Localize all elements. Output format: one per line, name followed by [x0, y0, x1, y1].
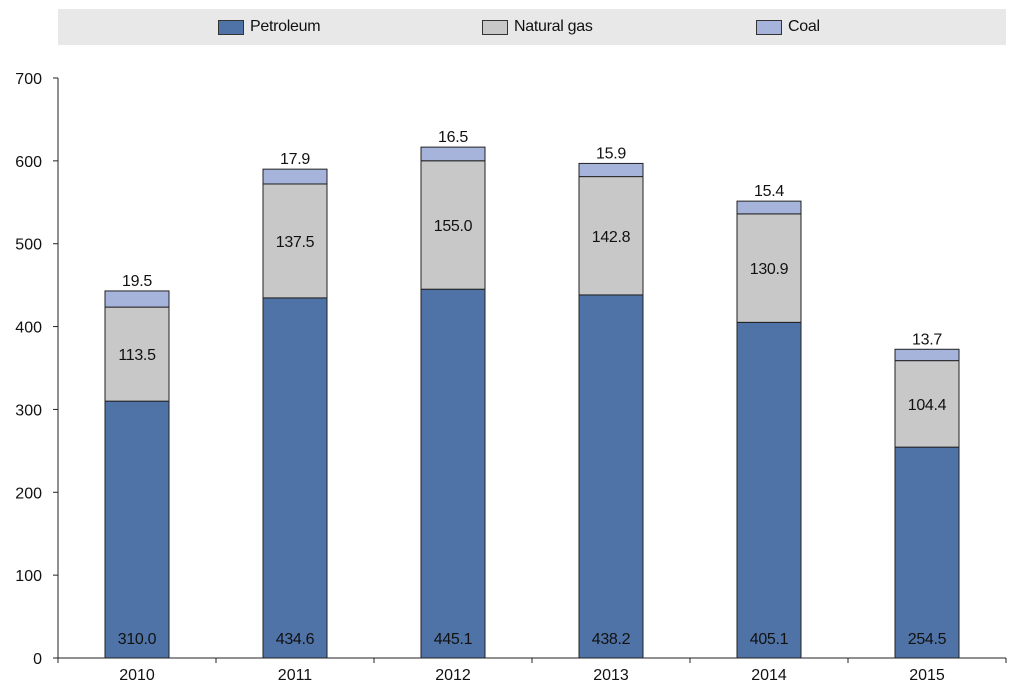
x-tick-label-2011: 2011 — [278, 667, 313, 684]
x-tick-label-2014: 2014 — [751, 667, 787, 684]
legend-swatch-coal — [756, 19, 782, 35]
bar-natural-gas-2011 — [262, 183, 328, 299]
y-tick-label-700: 700 — [15, 71, 42, 88]
data-label-natural-gas-2015: 104.4 — [908, 397, 947, 414]
y-tick-label-0: 0 — [33, 651, 42, 668]
axes-layer: 2010 2011 2012 2013 2014 2015 0 100 200 300 400 500… — [15, 71, 1007, 684]
bar-natural-gas-2015 — [894, 360, 960, 448]
bar-natural-gas-2010 — [104, 306, 170, 402]
data-label-coal-2010: 19.5 — [122, 273, 152, 290]
data-label-petroleum-2010: 310.0 — [118, 631, 157, 648]
y-tick-label-300: 300 — [15, 402, 42, 419]
x-tick-label-2015: 2015 — [909, 667, 945, 684]
data-label-petroleum-2015: 254.5 — [908, 631, 947, 648]
data-label-natural-gas-2014: 130.9 — [750, 261, 789, 278]
data-label-natural-gas-2011: 137.5 — [276, 234, 315, 251]
legend-item-petroleum: Petroleum — [218, 9, 321, 45]
data-label-coal-2012: 16.5 — [438, 129, 468, 146]
data-label-coal-2013: 15.9 — [596, 145, 626, 162]
bar-petroleum-2010 — [104, 400, 170, 659]
y-tick-label-200: 200 — [15, 485, 42, 502]
x-tick-label-2010: 2010 — [119, 667, 155, 684]
data-label-coal-2011: 17.9 — [280, 151, 310, 168]
data-label-petroleum-2014: 405.1 — [750, 631, 789, 648]
bar-petroleum-2014 — [736, 321, 802, 659]
bars-layer — [104, 146, 960, 659]
legend: Petroleum Natural gas Coal — [58, 9, 1006, 45]
bar-coal-2012 — [420, 146, 486, 162]
y-tick-label-100: 100 — [15, 568, 42, 585]
bar-coal-2010 — [104, 290, 170, 308]
data-label-petroleum-2013: 438.2 — [592, 631, 631, 648]
data-label-coal-2014: 15.4 — [754, 183, 784, 200]
bar-natural-gas-2013 — [578, 176, 644, 296]
bar-petroleum-2013 — [578, 294, 644, 659]
x-tick-label-2013: 2013 — [593, 667, 629, 684]
data-labels-layer: 310.0 113.5 19.5 434.6 137.5 17.9 445.1 155.0 16… — [118, 129, 947, 648]
data-label-coal-2015: 13.7 — [912, 331, 942, 348]
bar-coal-2014 — [736, 200, 802, 215]
bar-petroleum-2015 — [894, 446, 960, 659]
bar-coal-2013 — [578, 162, 644, 178]
bar-coal-2015 — [894, 348, 960, 362]
x-tick-label-2012: 2012 — [435, 667, 471, 684]
y-tick-label-400: 400 — [15, 320, 42, 337]
y-tick-label-500: 500 — [15, 237, 42, 254]
bar-coal-2011 — [262, 168, 328, 185]
legend-swatch-petroleum — [218, 19, 244, 35]
data-label-petroleum-2012: 445.1 — [434, 631, 473, 648]
legend-label-petroleum: Petroleum — [250, 18, 321, 35]
data-label-natural-gas-2012: 155.0 — [434, 218, 473, 235]
legend-label-coal: Coal — [788, 18, 820, 35]
legend-item-coal: Coal — [756, 9, 820, 45]
data-label-natural-gas-2010: 113.5 — [118, 347, 156, 364]
bar-natural-gas-2014 — [736, 213, 802, 323]
data-label-natural-gas-2013: 142.8 — [592, 229, 631, 246]
legend-swatch-natural-gas — [482, 19, 508, 35]
bar-natural-gas-2012 — [420, 160, 486, 290]
data-label-petroleum-2011: 434.6 — [276, 631, 315, 648]
legend-label-natural-gas: Natural gas — [514, 18, 593, 35]
bar-petroleum-2011 — [262, 297, 328, 659]
legend-item-natural-gas: Natural gas — [482, 9, 593, 45]
y-tick-label-600: 600 — [15, 154, 42, 171]
bar-petroleum-2012 — [420, 288, 486, 659]
